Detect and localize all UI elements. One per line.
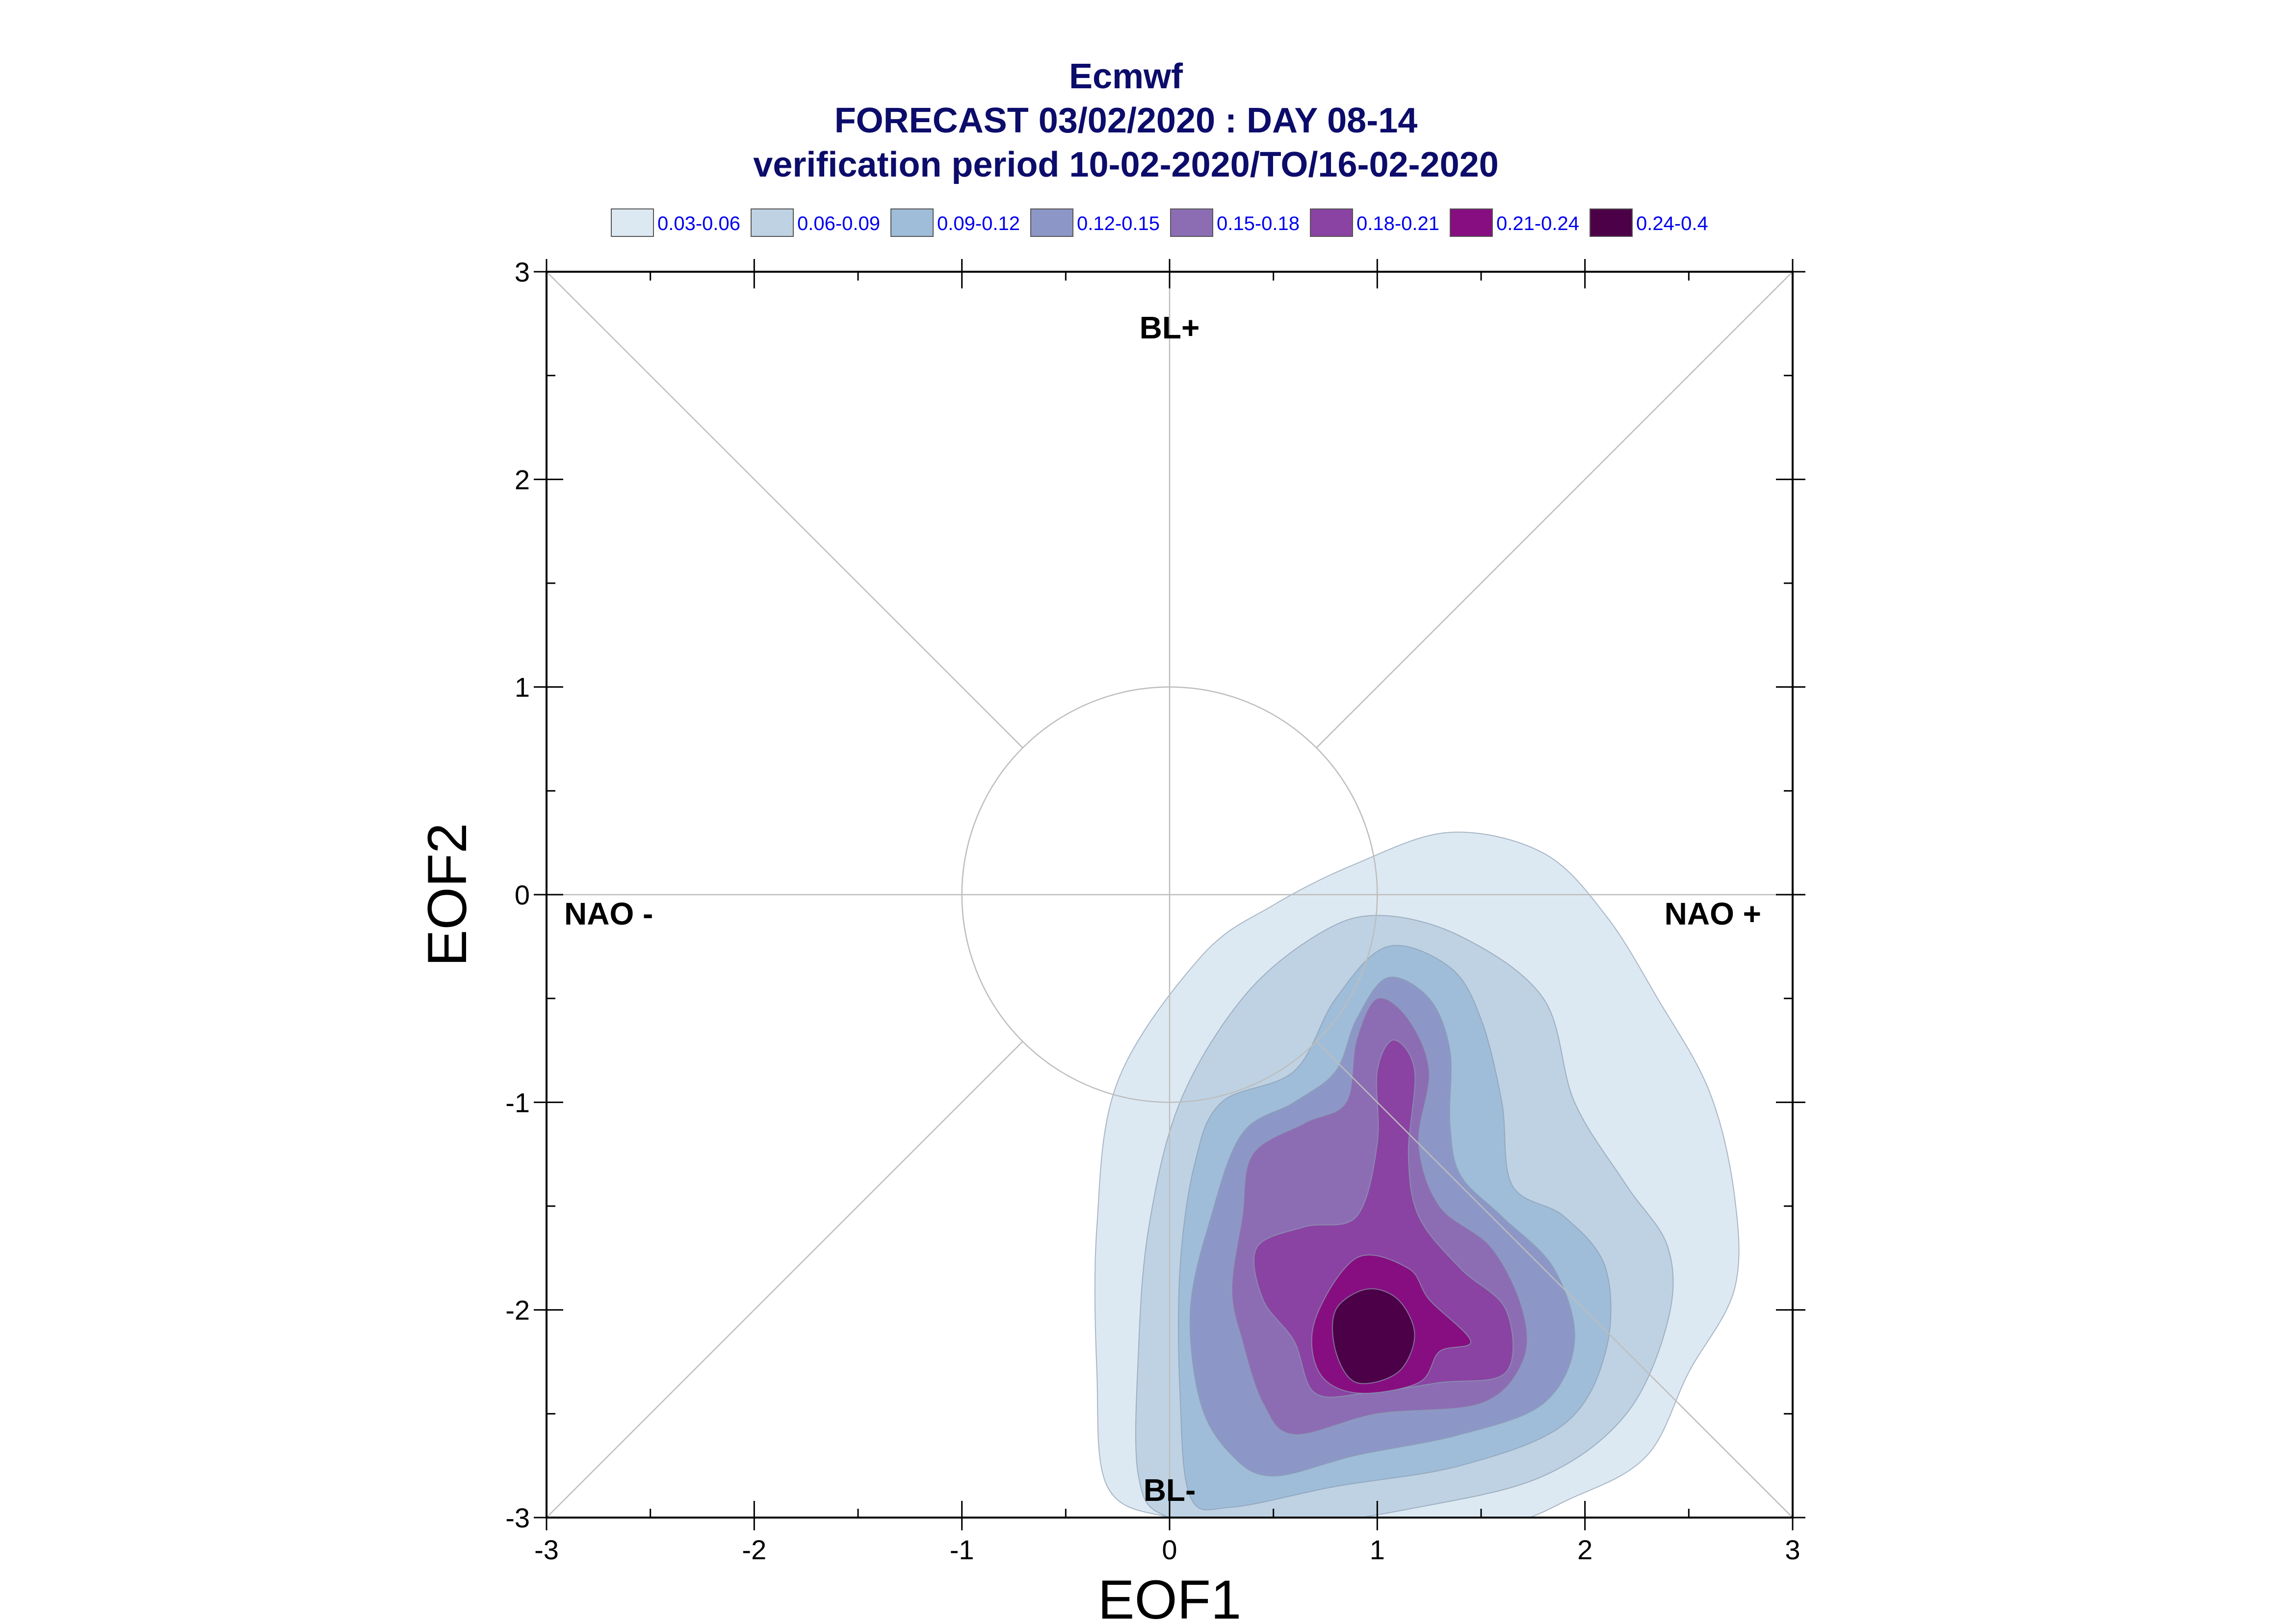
density-contour — [1253, 1039, 1514, 1398]
plot-area: -3 -2 -1 0 1 2 3 -3 -2 -1 0 1 2 3 — [505, 257, 1805, 1565]
chart-title: Ecmwf FORECAST 03/02/2020 : DAY 08-14 ve… — [753, 57, 1498, 184]
y-tick-label: 2 — [515, 464, 530, 495]
density-contour — [1332, 1288, 1415, 1384]
legend-label: 0.15-0.18 — [1217, 213, 1300, 234]
density-contours — [1094, 831, 1740, 1518]
diagonal-line — [1316, 1041, 1793, 1518]
legend: 0.03-0.06 0.06-0.09 0.09-0.12 0.12-0.15 0.15… — [611, 208, 1708, 237]
x-tick-label: 1 — [1370, 1534, 1385, 1565]
title-line-2: FORECAST 03/02/2020 : DAY 08-14 — [835, 101, 1418, 140]
x-tick-label: -2 — [742, 1534, 766, 1565]
legend-label: 0.06-0.09 — [797, 213, 880, 234]
diagonal-line — [1316, 272, 1793, 748]
x-tick-label: -3 — [534, 1534, 559, 1565]
x-tick-label: 0 — [1162, 1534, 1177, 1565]
title-line-3: verification period 10-02-2020/TO/16-02-… — [753, 145, 1498, 184]
y-tick-label: 1 — [515, 672, 530, 703]
y-tick-label: -2 — [505, 1295, 530, 1326]
y-tick-label: 3 — [515, 257, 530, 287]
diagonal-line — [547, 1041, 1023, 1518]
legend-swatch — [890, 208, 934, 237]
annotation-bl-plus: BL+ — [1140, 310, 1200, 345]
y-tick-label: 0 — [515, 879, 530, 910]
annotation-bl-minus: BL- — [1144, 1472, 1196, 1508]
axis-ticks: -3 -2 -1 0 1 2 3 -3 -2 -1 0 1 2 3 — [505, 257, 1805, 1565]
x-tick-label: 3 — [1785, 1534, 1800, 1565]
legend-label: 0.18-0.21 — [1356, 213, 1439, 234]
title-line-1: Ecmwf — [1069, 57, 1183, 96]
y-tick-label: -3 — [505, 1502, 530, 1533]
legend-swatch — [751, 208, 794, 237]
legend-swatch — [1450, 208, 1493, 237]
reference-lines — [547, 272, 1793, 1518]
annotation-nao-minus: NAO - — [564, 896, 653, 931]
legend-label: 0.12-0.15 — [1077, 213, 1160, 234]
legend-swatch — [1590, 208, 1633, 237]
annotation-nao-plus: NAO + — [1665, 896, 1761, 931]
legend-swatch — [611, 208, 654, 237]
legend-label: 0.03-0.06 — [657, 213, 740, 234]
diagonal-line — [547, 272, 1023, 748]
y-axis-title: EOF2 — [417, 823, 478, 967]
legend-swatch — [1030, 208, 1073, 237]
legend-label: 0.21-0.24 — [1496, 213, 1579, 234]
x-tick-label: 2 — [1577, 1534, 1592, 1565]
legend-label: 0.09-0.12 — [937, 213, 1020, 234]
legend-swatch — [1310, 208, 1353, 237]
x-tick-label: -1 — [950, 1534, 974, 1565]
legend-swatch — [1170, 208, 1213, 237]
x-axis-title: EOF1 — [1098, 1569, 1242, 1624]
legend-label: 0.24-0.4 — [1636, 213, 1708, 234]
y-tick-label: -1 — [505, 1087, 530, 1118]
